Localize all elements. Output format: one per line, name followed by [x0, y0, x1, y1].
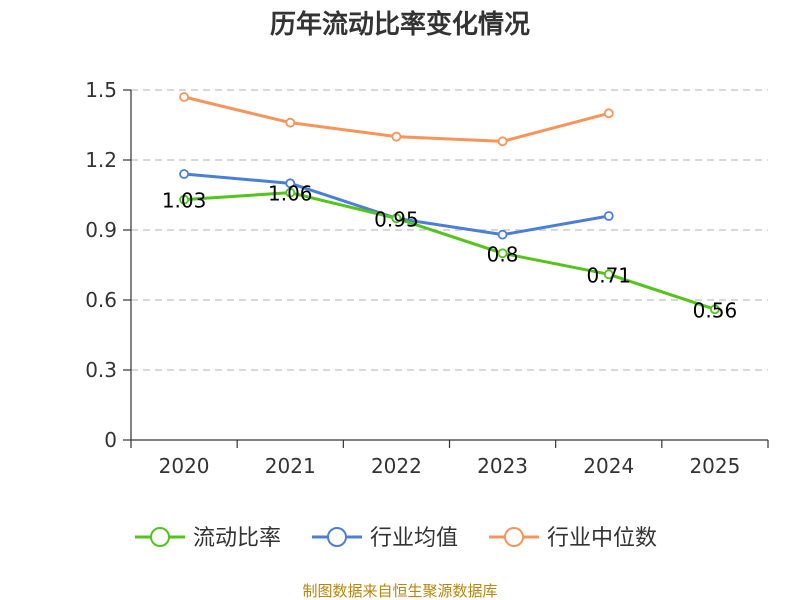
x-tick-label: 2025 — [689, 454, 740, 478]
legend-label: 行业中位数 — [547, 526, 657, 551]
x-tick-label: 2023 — [477, 454, 528, 478]
data-point[interactable] — [710, 304, 720, 315]
y-tick-label: 1.2 — [85, 148, 117, 172]
y-tick-label: 0 — [104, 428, 117, 452]
data-label: 1.06 — [268, 182, 313, 206]
data-point[interactable] — [497, 136, 508, 147]
data-point[interactable] — [285, 187, 296, 198]
data-point[interactable] — [179, 194, 189, 205]
y-tick-label: 0.6 — [85, 288, 117, 312]
data-point[interactable] — [391, 213, 402, 224]
series-lines — [179, 92, 720, 315]
legend-item[interactable]: 行业均值 — [312, 526, 458, 551]
legend[interactable]: 流动比率 行业均值 行业中位数 — [135, 526, 657, 551]
data-label: 0.95 — [374, 207, 419, 231]
legend-marker-icon — [504, 527, 524, 547]
data-point[interactable] — [603, 108, 614, 119]
data-point[interactable] — [179, 92, 189, 102]
y-tick-label: 0.3 — [85, 358, 117, 382]
data-point[interactable] — [285, 178, 296, 189]
grid-lines — [131, 89, 768, 371]
y-tick-label: 0.9 — [85, 218, 117, 242]
legend-marker-icon — [327, 527, 347, 547]
x-tick-label: 2022 — [371, 454, 422, 478]
x-tick-label: 2024 — [583, 454, 634, 478]
data-point[interactable] — [603, 211, 614, 221]
x-tick-label: 2020 — [159, 454, 210, 478]
data-point[interactable] — [603, 269, 614, 280]
data-label: 0.56 — [693, 298, 738, 322]
legend-marker-icon — [150, 527, 170, 547]
series-line — [183, 191, 716, 311]
data-point[interactable] — [391, 131, 402, 142]
legend-item[interactable]: 行业中位数 — [489, 526, 657, 551]
data-point[interactable] — [285, 117, 296, 128]
data-labels: 1.03 1.06 0.95 0.8 0.71 0.56 — [162, 182, 737, 323]
axes: 0 0.3 0.6 0.9 1.2 1.5 2020 2021 2022 2023 2024 2025 — [85, 78, 769, 478]
data-point[interactable] — [497, 248, 508, 259]
chart-title: 历年流动比率变化情况 — [270, 9, 530, 40]
legend-item[interactable]: 流动比率 — [135, 526, 281, 551]
data-label: 0.8 — [487, 242, 519, 266]
legend-label: 行业均值 — [370, 526, 458, 551]
legend-label: 流动比率 — [193, 526, 281, 551]
source-note: 制图数据来自恒生聚源数据库 — [302, 582, 497, 600]
data-label: 0.71 — [586, 263, 631, 287]
y-tick-label: 1.5 — [85, 78, 117, 102]
data-point[interactable] — [179, 169, 189, 179]
x-tick-label: 2021 — [265, 454, 316, 478]
data-label: 1.03 — [162, 189, 207, 213]
data-point[interactable] — [497, 229, 508, 240]
